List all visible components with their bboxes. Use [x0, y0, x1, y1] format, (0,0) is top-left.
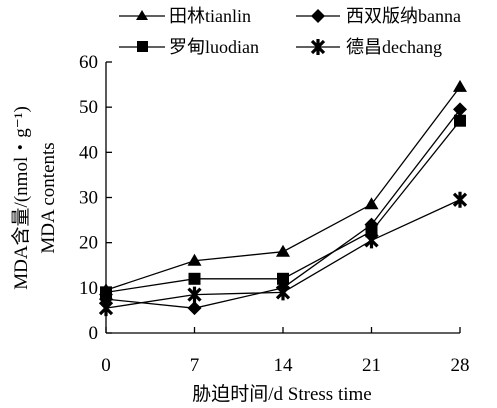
data-point-star [98, 300, 114, 317]
data-point-square [454, 114, 466, 127]
data-point-star [187, 286, 202, 303]
y-tick-label: 20 [79, 233, 98, 254]
y-axis-title-line1: MDA含量/(nmol・g⁻¹) [10, 106, 32, 290]
x-axis-title: 胁迫时间/d Stress time [192, 383, 371, 405]
y-ticks: 0 10 20 30 40 50 60 [79, 52, 112, 344]
legend-item-banna: 西双版纳banna [296, 6, 461, 26]
y-tick-label: 30 [79, 188, 98, 209]
data-point-triangle [276, 244, 290, 257]
data-point-triangle [187, 253, 202, 266]
data-point-square [365, 225, 378, 238]
data-point-diamond [187, 301, 202, 316]
data-point-star [452, 191, 468, 208]
y-tick-label: 60 [79, 52, 98, 73]
series-line-0 [105, 86, 461, 291]
legend-label-luodian: 罗甸luodian [169, 37, 259, 57]
legend-item-luodian: 罗甸luodian [119, 37, 259, 57]
data-point-square [277, 272, 289, 285]
legend: 田林tianlin 西双版纳banna 罗甸luodian 德昌dechang [119, 6, 461, 57]
y-tick-label: 40 [79, 142, 98, 163]
legend-label-tianlin: 田林tianlin [169, 6, 251, 26]
series-line-2 [105, 120, 461, 293]
data-point-square [188, 272, 201, 285]
legend-label-dechang: 德昌dechang [346, 37, 442, 57]
y-tick-label: 0 [89, 323, 99, 344]
star-marker-icon [310, 39, 326, 55]
square-marker-icon [137, 41, 148, 52]
y-tick-label: 50 [79, 97, 98, 118]
data-point-triangle [364, 197, 379, 210]
data-point-triangle [453, 79, 467, 92]
x-tick-label: 0 [101, 355, 111, 376]
series-layer [98, 79, 468, 317]
x-tick-label: 21 [362, 355, 381, 376]
x-tick-label: 28 [451, 355, 470, 376]
y-tick-label: 10 [79, 278, 98, 299]
legend-label-banna: 西双版纳banna [346, 6, 461, 26]
x-tick-label: 14 [274, 355, 294, 376]
x-ticks: 0 7 14 21 28 [101, 327, 470, 376]
legend-item-tianlin: 田林tianlin [119, 6, 251, 26]
x-tick-label: 7 [190, 355, 200, 376]
triangle-marker-icon [136, 10, 148, 20]
legend-item-dechang: 德昌dechang [296, 37, 442, 57]
data-point-star [275, 284, 291, 301]
data-point-star [364, 232, 379, 249]
data-point-diamond [453, 102, 467, 117]
y-axis-title-line2: MDA contents [38, 142, 59, 253]
diamond-marker-icon [311, 9, 325, 23]
data-point-square [100, 286, 112, 299]
